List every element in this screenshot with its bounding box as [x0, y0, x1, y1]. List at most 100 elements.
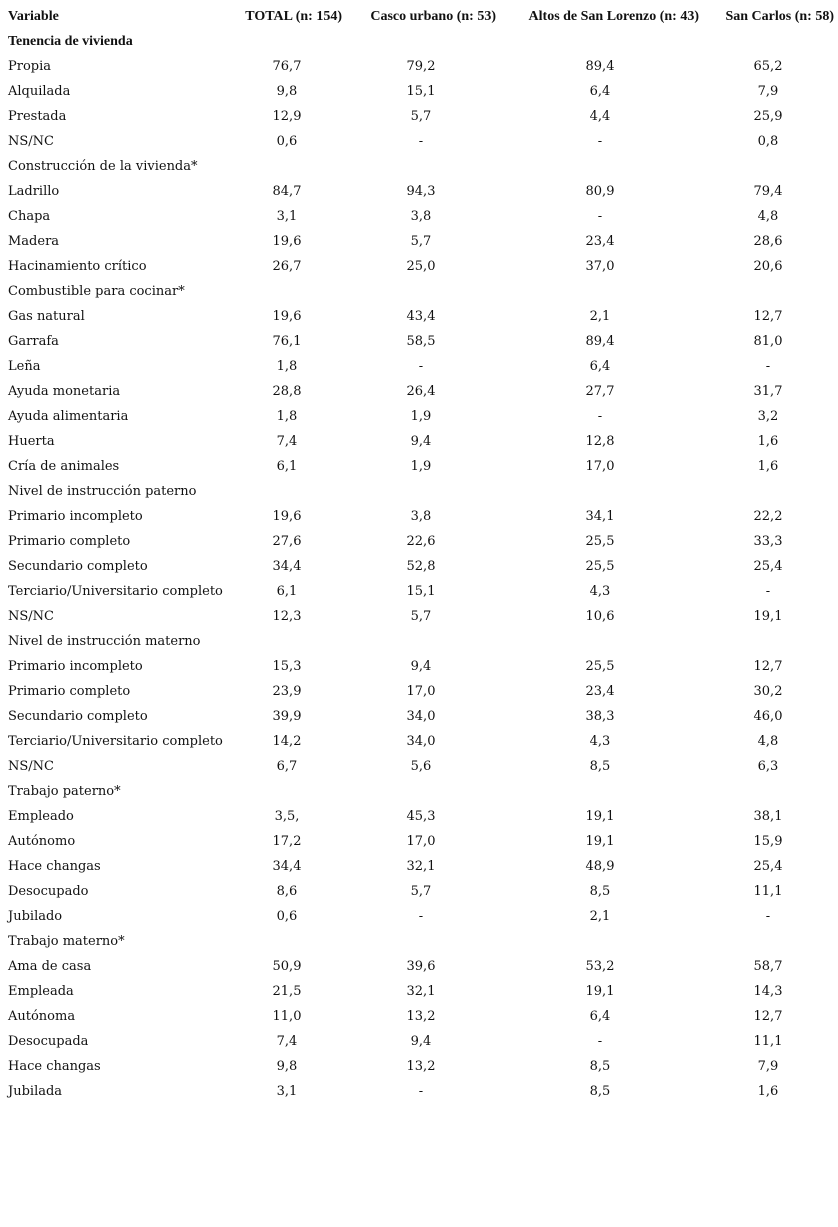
row-label: Ama de casa — [8, 959, 92, 974]
row-label: Ladrillo — [8, 184, 60, 199]
table-cell: 19,1 — [585, 984, 615, 999]
table-cell: 76,1 — [272, 334, 302, 349]
table-cell: 34,1 — [585, 509, 615, 524]
table-cell: 17,0 — [585, 459, 615, 474]
table-row: Primario completo 23,9 17,0 23,4 30,2 — [0, 679, 838, 704]
table-row: Terciario/Universitario completo 14,2 34,0… — [0, 729, 838, 754]
table-cell: - — [597, 409, 603, 424]
row-label: Secundario completo — [8, 709, 148, 724]
table-cell: 1,8 — [276, 359, 298, 374]
row-label: Desocupada — [8, 1034, 89, 1049]
table-cell: 19,6 — [272, 509, 302, 524]
row-label: Autónomo — [8, 834, 76, 849]
table-cell: 32,1 — [406, 984, 436, 999]
section-row: Combustible para cocinar* — [0, 279, 838, 304]
row-label: Chapa — [8, 209, 51, 224]
table-row: Ama de casa 50,9 39,6 53,2 58,7 — [0, 954, 838, 979]
table-cell: - — [597, 134, 603, 149]
table-cell: 31,7 — [753, 384, 783, 399]
table-cell: 12,7 — [753, 659, 783, 674]
table-cell: 28,8 — [272, 384, 302, 399]
table-cell: 20,6 — [753, 259, 783, 274]
table-cell: 80,9 — [585, 184, 615, 199]
row-label: Hace changas — [8, 1059, 101, 1074]
table-cell: 13,2 — [406, 1009, 436, 1024]
table-cell: 22,2 — [753, 509, 783, 524]
table-cell: 11,0 — [272, 1009, 302, 1024]
row-label: NS/NC — [8, 759, 54, 774]
table-cell: 13,2 — [406, 1059, 436, 1074]
row-label: Cría de animales — [8, 459, 120, 474]
table-cell: - — [418, 1084, 424, 1099]
table-cell: 3,8 — [410, 509, 432, 524]
table-row: Empleado 3,5, 45,3 19,1 38,1 — [0, 804, 838, 829]
table-cell: 4,8 — [757, 734, 779, 749]
table-cell: 38,1 — [753, 809, 783, 824]
table-row: Leña 1,8 - 6,4 - — [0, 354, 838, 379]
table-cell: 25,9 — [753, 109, 783, 124]
table-cell: 6,4 — [589, 1009, 611, 1024]
table-cell: 46,0 — [753, 709, 783, 724]
table-cell: 50,9 — [272, 959, 302, 974]
table-cell: 8,5 — [589, 1084, 611, 1099]
table-cell: 6,7 — [276, 759, 298, 774]
table-cell: 23,4 — [585, 234, 615, 249]
table-cell: 1,6 — [757, 1084, 779, 1099]
section-row: Trabajo paterno* — [0, 779, 838, 804]
table-row: NS/NC 12,3 5,7 10,6 19,1 — [0, 604, 838, 629]
row-label: Terciario/Universitario completo — [8, 584, 223, 599]
section-row: Nivel de instrucción paterno — [0, 479, 838, 504]
table-cell: 19,6 — [272, 234, 302, 249]
row-label: Primario incompleto — [8, 659, 143, 674]
row-label: Jubilada — [8, 1084, 63, 1099]
table-row: Primario incompleto 19,6 3,8 34,1 22,2 — [0, 504, 838, 529]
table-cell: 25,5 — [585, 534, 615, 549]
table-cell: 12,3 — [272, 609, 302, 624]
table-cell: 0,8 — [757, 134, 779, 149]
table-cell: 22,6 — [406, 534, 436, 549]
table-cell: 3,1 — [276, 1084, 298, 1099]
row-label: NS/NC — [8, 609, 54, 624]
row-label: Primario completo — [8, 534, 131, 549]
table-header: Variable TOTAL (n: 154) Casco urbano (n:… — [0, 4, 838, 29]
table-cell: - — [765, 359, 771, 374]
table-cell: 4,3 — [589, 734, 611, 749]
table-cell: 27,7 — [585, 384, 615, 399]
table-cell: 2,1 — [589, 309, 611, 324]
header-san-carlos: San Carlos (n: 58) — [725, 9, 834, 24]
table-cell: 39,9 — [272, 709, 302, 724]
table-cell: 19,1 — [585, 809, 615, 824]
table-cell: 14,2 — [272, 734, 302, 749]
table-cell: 12,8 — [585, 434, 615, 449]
table-cell: 14,3 — [753, 984, 783, 999]
table-cell: 25,5 — [585, 559, 615, 574]
table-cell: 9,8 — [276, 1059, 298, 1074]
table-cell: 4,4 — [589, 109, 611, 124]
table-cell: 4,8 — [757, 209, 779, 224]
table-cell: 52,8 — [406, 559, 436, 574]
table-cell: 7,4 — [276, 434, 298, 449]
section-row: Trabajo materno* — [0, 929, 838, 954]
table-cell: 0,6 — [276, 909, 298, 924]
table-row: Primario completo 27,6 22,6 25,5 33,3 — [0, 529, 838, 554]
table-cell: 58,5 — [406, 334, 436, 349]
table-cell: 27,6 — [272, 534, 302, 549]
table-cell: 34,4 — [272, 859, 302, 874]
table-cell: - — [418, 359, 424, 374]
row-label: Combustible para cocinar* — [8, 284, 185, 299]
table-cell: 6,1 — [276, 459, 298, 474]
table-row: Prestada 12,9 5,7 4,4 25,9 — [0, 104, 838, 129]
table-cell: 7,9 — [757, 84, 779, 99]
row-label: Nivel de instrucción paterno — [8, 484, 197, 499]
table-row: Secundario completo 34,4 52,8 25,5 25,4 — [0, 554, 838, 579]
row-label: Primario incompleto — [8, 509, 143, 524]
table-row: Gas natural 19,6 43,4 2,1 12,7 — [0, 304, 838, 329]
table-cell: 58,7 — [753, 959, 783, 974]
table-cell: 8,6 — [276, 884, 298, 899]
table-cell: 15,9 — [753, 834, 783, 849]
table-cell: 6,4 — [589, 84, 611, 99]
table-cell: 26,4 — [406, 384, 436, 399]
table-cell: 11,1 — [753, 884, 783, 899]
table-row: Ladrillo 84,7 94,3 80,9 79,4 — [0, 179, 838, 204]
table-cell: 5,7 — [410, 609, 432, 624]
